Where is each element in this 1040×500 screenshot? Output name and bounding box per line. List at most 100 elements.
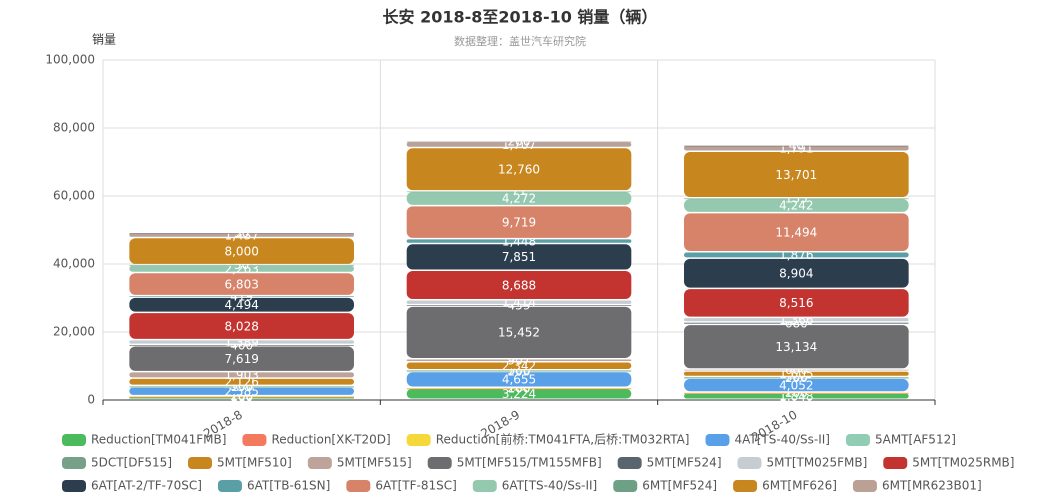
- bar-segment: [406, 388, 632, 390]
- bar-segment: [129, 386, 354, 387]
- bar-segment: [684, 318, 909, 322]
- legend-swatch: [883, 457, 908, 469]
- legend-label: 5MT[TM025FMB]: [767, 456, 868, 470]
- chart-title: 长安 2018-8至2018-10 销量（辆）: [383, 8, 658, 27]
- bar-segment: [406, 388, 632, 389]
- data-label: 2,126: [224, 375, 258, 389]
- legend-label: 5DCT[DF515]: [91, 456, 172, 470]
- bar-segment: [129, 397, 354, 398]
- legend-swatch: [852, 480, 877, 492]
- legend-label: 6MT[MF626]: [762, 479, 837, 493]
- legend-label: 5MT[MF510]: [217, 456, 292, 470]
- legend-label: 5MT[MF524]: [647, 456, 722, 470]
- bar-segment: [684, 289, 909, 317]
- bar-segment: [684, 371, 909, 376]
- legend-label: 4AT[TS-40/Ss-II]: [735, 433, 830, 447]
- bar-segment: [129, 372, 354, 378]
- data-label: 8,904: [779, 267, 813, 281]
- legend-label: 6AT[TB-61SN]: [247, 479, 330, 493]
- data-label: 4,052: [779, 378, 813, 392]
- bar-segment: [129, 397, 354, 399]
- legend-label: 6AT[AT-2/TF-70SC]: [91, 479, 202, 493]
- data-label: 6,803: [224, 277, 258, 291]
- bar-segment: [129, 273, 354, 295]
- legend-swatch: [845, 434, 870, 446]
- data-label: 1,903: [224, 368, 258, 382]
- y-tick-label: 100,000: [45, 53, 95, 67]
- legend-swatch: [733, 480, 758, 492]
- data-label: 4,655: [502, 373, 536, 387]
- bar-segment: [129, 387, 354, 395]
- data-label: 1,707: [502, 138, 536, 152]
- data-label: 2,585: [224, 385, 258, 399]
- bar-segment: [129, 396, 354, 398]
- legend-label: 6AT[TS-40/Ss-II]: [502, 479, 597, 493]
- bar-segment: [406, 141, 632, 143]
- legend-swatch: [346, 480, 371, 492]
- bar-segment: [684, 378, 909, 392]
- data-label: 1,605: [779, 367, 813, 381]
- bar-segment: [129, 265, 354, 267]
- data-label: 3,224: [502, 387, 536, 401]
- data-label: 8,028: [224, 319, 258, 333]
- bar-segment: [684, 393, 909, 394]
- legend-swatch: [705, 434, 730, 446]
- legend-swatch: [737, 457, 762, 469]
- legend-label: 6MT[MR623B01]: [882, 479, 982, 493]
- bar-segment: [684, 369, 909, 371]
- legend-swatch: [472, 480, 497, 492]
- bar-segment: [406, 362, 632, 369]
- bar-segment: [406, 305, 632, 306]
- chart-subtitle: 数据整理：盖世汽车研究院: [454, 34, 586, 48]
- y-tick-label: 0: [87, 393, 95, 407]
- data-label: 8,688: [502, 278, 536, 292]
- data-label: 12,760: [498, 162, 540, 176]
- legend-label: 6AT[TF-81SC]: [375, 479, 456, 493]
- bar-segment: [684, 151, 909, 198]
- bar-segment: [406, 148, 632, 191]
- bar-segment: [684, 145, 909, 147]
- bar-segment: [684, 199, 909, 212]
- bar-segment: [406, 239, 632, 243]
- data-label: 1,437: [224, 228, 258, 242]
- bar-segment: [406, 372, 632, 387]
- legend-label: 6MT[MF524]: [642, 479, 717, 493]
- y-tick-label: 20,000: [53, 325, 95, 339]
- bar-segment: [129, 346, 354, 371]
- bar-segment: [406, 191, 632, 205]
- legend-swatch: [188, 457, 212, 469]
- bar-segment: [684, 378, 909, 379]
- bar-segment: [406, 142, 632, 147]
- bar-segment: [406, 206, 632, 238]
- data-label: 200: [508, 135, 531, 149]
- bar-segment: [684, 393, 909, 399]
- legend-swatch: [427, 457, 452, 469]
- bar-segment: [129, 265, 354, 272]
- bar-segment: [129, 378, 354, 385]
- data-label: 13,134: [775, 340, 817, 354]
- bar-segment: [684, 258, 909, 288]
- data-label: 4,242: [779, 199, 813, 213]
- data-label: 4,494: [224, 298, 258, 312]
- bar-segment: [684, 145, 909, 151]
- legend-label: Reduction[TM041FMB]: [91, 433, 226, 447]
- data-label: 2,342: [502, 359, 536, 373]
- legend-swatch: [62, 480, 86, 492]
- bar-segment: [406, 371, 632, 373]
- y-tick-label: 40,000: [53, 257, 95, 271]
- legend-label: 5AMT[AF512]: [875, 433, 956, 447]
- bar-segment: [129, 233, 354, 237]
- legend-label: 5MT[TM025RMB]: [912, 456, 1014, 470]
- data-label: 13,701: [775, 168, 817, 182]
- data-label: 1,791: [779, 141, 813, 155]
- legend-swatch: [307, 457, 332, 469]
- bar-segment: [129, 340, 354, 344]
- bar-segment: [684, 325, 909, 369]
- data-label: 1,876: [779, 248, 813, 262]
- bar-segment: [406, 271, 632, 300]
- data-label: 8,516: [779, 296, 813, 310]
- data-label: 8,000: [224, 244, 258, 258]
- y-axis-label: 销量: [92, 33, 116, 47]
- bar-segment: [684, 392, 909, 394]
